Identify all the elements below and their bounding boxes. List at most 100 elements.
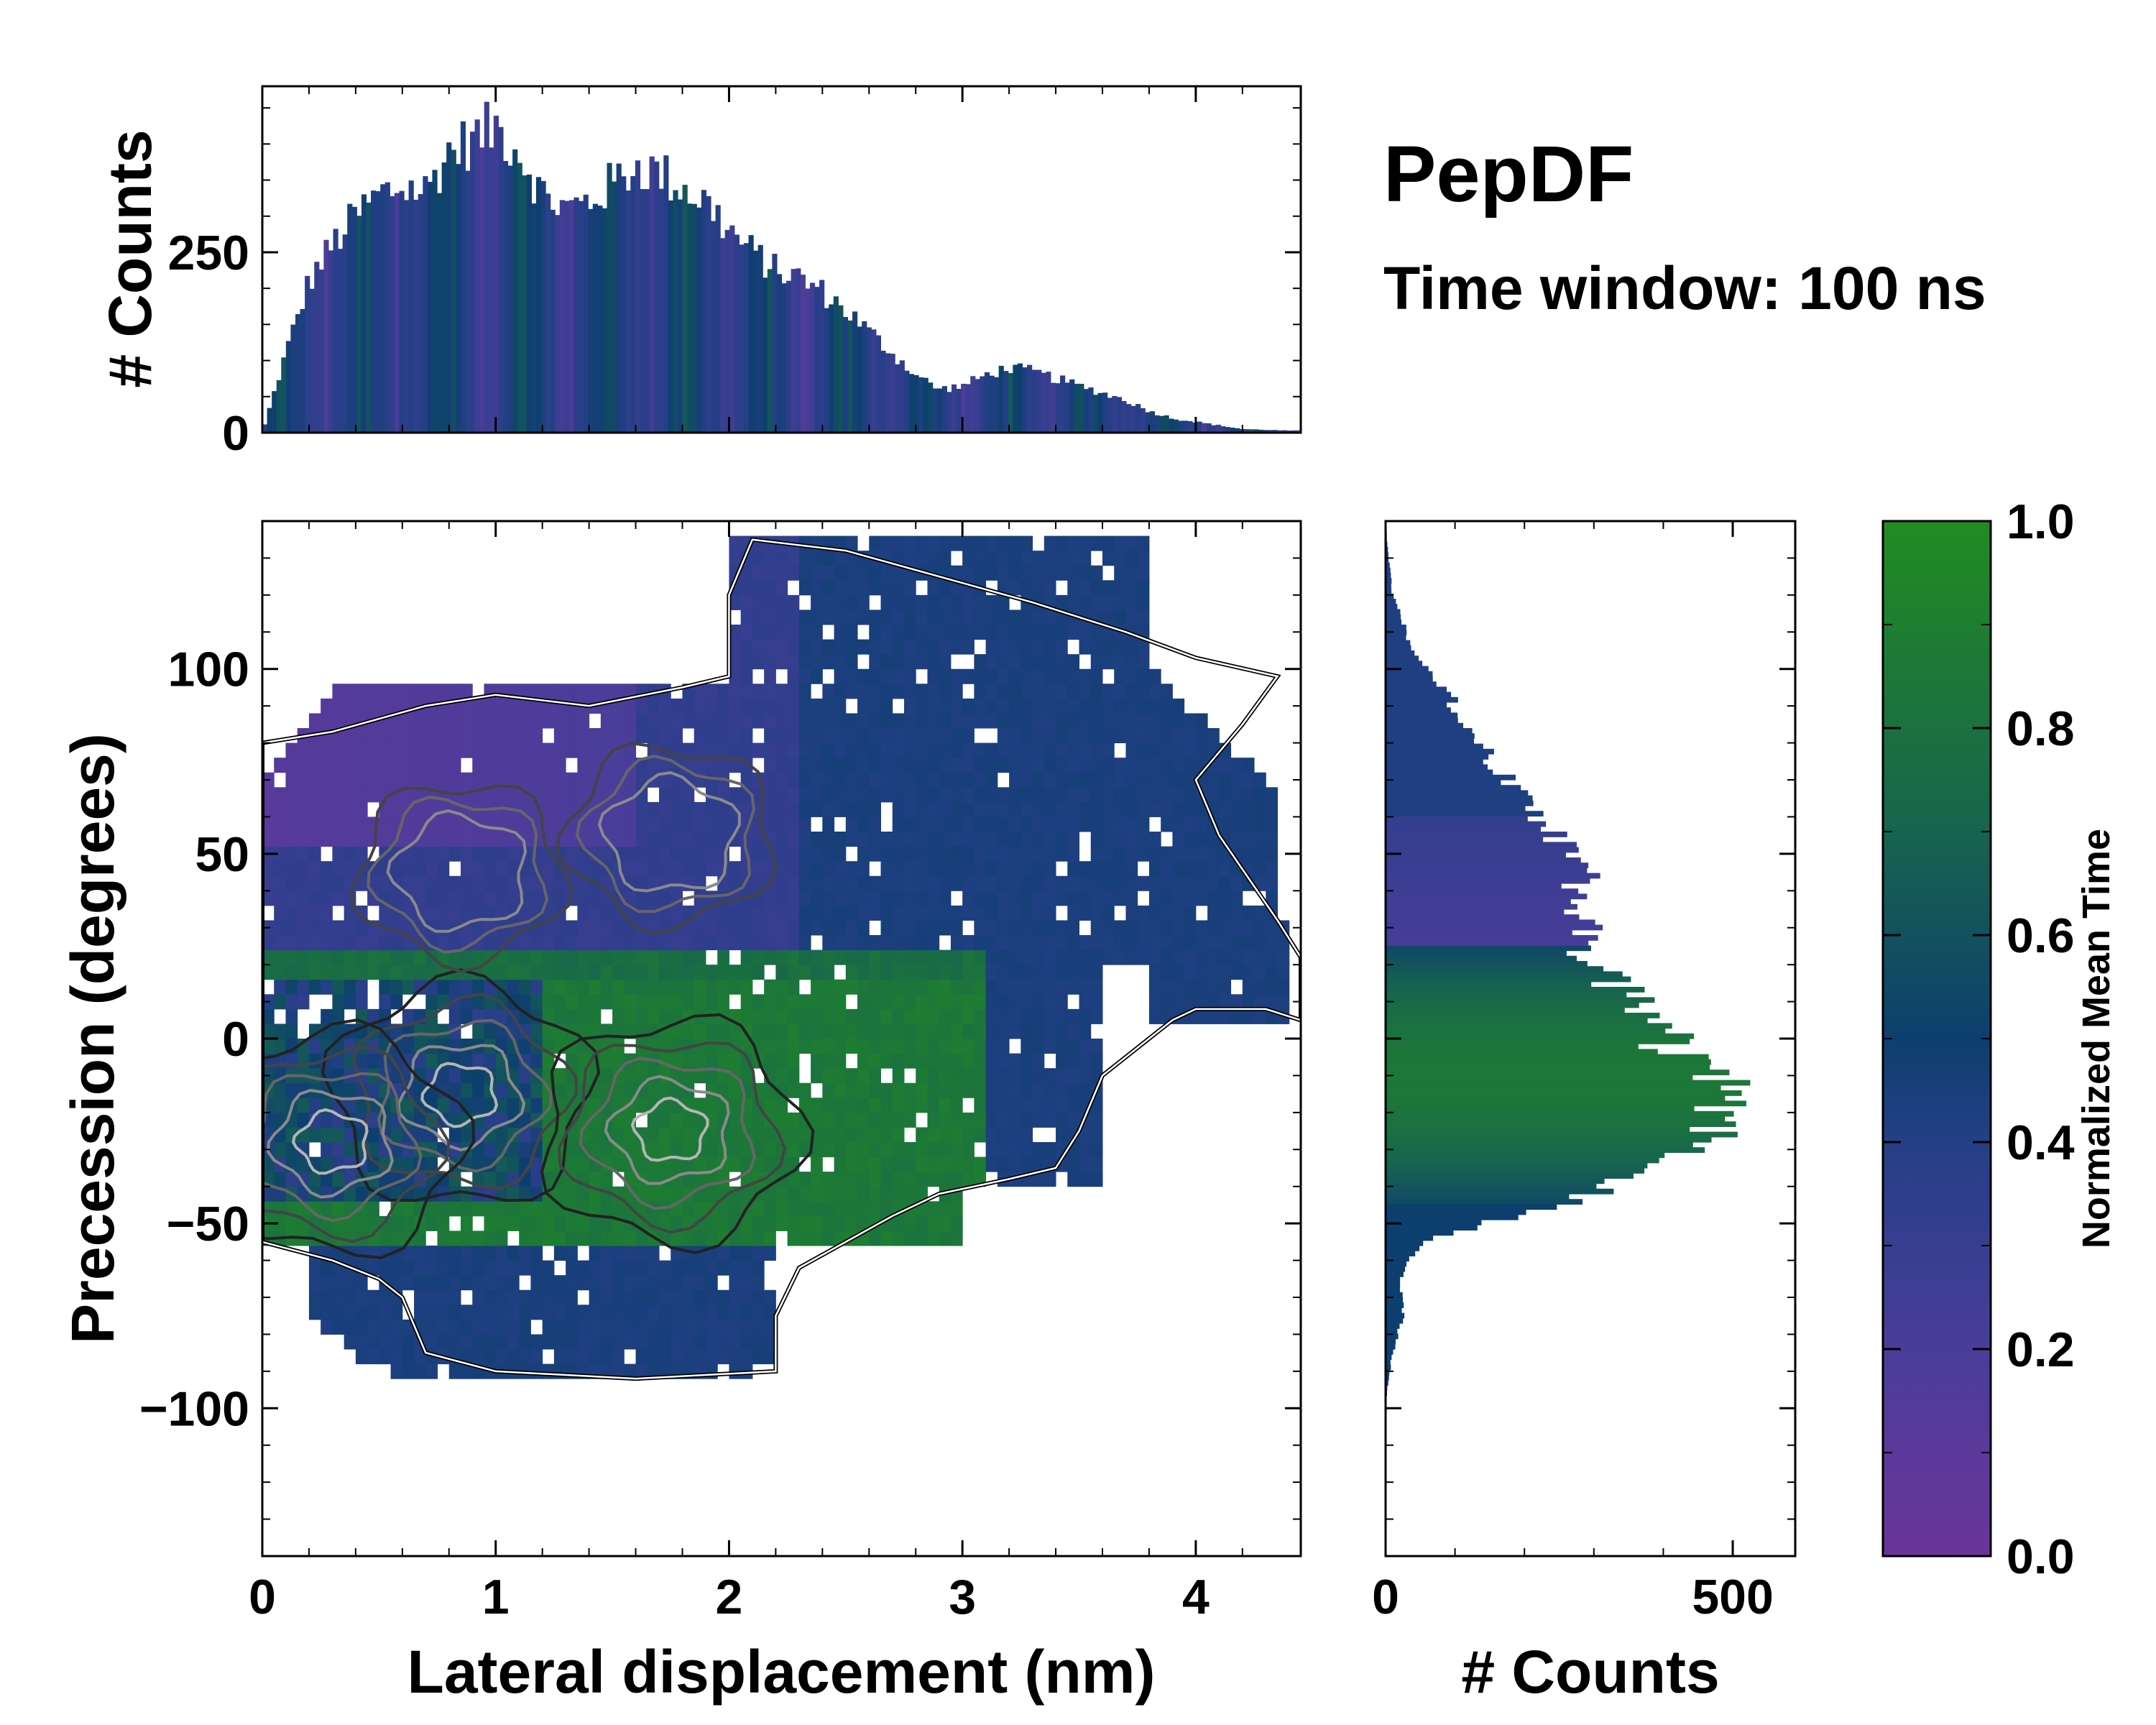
heatmap-cell (1021, 1142, 1033, 1158)
top-histogram-bar (890, 354, 895, 433)
heatmap-cell (974, 920, 987, 936)
heatmap-cell (869, 801, 882, 817)
heatmap-cell (274, 1039, 286, 1054)
top-histogram-bar (984, 372, 990, 433)
heatmap-cell (903, 580, 916, 596)
top-histogram-bar (1258, 429, 1264, 433)
heatmap-cell (1254, 801, 1266, 817)
heatmap-cell (472, 728, 484, 744)
top-histogram-bar (1187, 420, 1193, 433)
heatmap-cell (939, 1082, 952, 1098)
top-histogram-bar (1244, 429, 1250, 433)
heatmap-cell (764, 742, 776, 758)
heatmap-cell (425, 1260, 438, 1276)
heatmap-cell (425, 728, 438, 744)
heatmap-cell (682, 1305, 695, 1320)
heatmap-cell (752, 1112, 765, 1128)
heatmap-cell (1230, 1008, 1243, 1024)
heatmap-cell (1172, 979, 1185, 995)
heatmap-cell (845, 668, 858, 684)
heatmap-cell (811, 1230, 823, 1246)
heatmap-cell (705, 1230, 718, 1246)
heatmap-cell (822, 684, 835, 699)
heatmap-cell (845, 787, 858, 803)
heatmap-cell (553, 1068, 566, 1084)
heatmap-cell (903, 949, 916, 965)
heatmap-cell (530, 1024, 543, 1039)
heatmap-cell (869, 625, 882, 640)
heatmap-cell (367, 965, 379, 980)
heatmap-cell (1009, 625, 1021, 640)
heatmap-cell (764, 668, 776, 684)
heatmap-cell (577, 891, 590, 906)
heatmap-cell (729, 758, 742, 773)
heatmap-cell (1021, 610, 1033, 625)
heatmap-cell (1056, 535, 1068, 551)
heatmap-cell (1021, 920, 1033, 936)
heatmap-cell (1067, 535, 1080, 551)
right-histogram-bar (1386, 1028, 1666, 1034)
heatmap-cell (1090, 935, 1103, 951)
top-histogram-bar (763, 277, 768, 433)
heatmap-cell (647, 965, 660, 980)
heatmap-cell (962, 1142, 975, 1158)
heatmap-cell (542, 801, 555, 817)
heatmap-cell (985, 1112, 998, 1128)
heatmap-cell (694, 1172, 706, 1187)
heatmap-cell (332, 684, 345, 699)
heatmap-cell (402, 1215, 415, 1231)
heatmap-cell (705, 1053, 718, 1069)
heatmap-cell (729, 1024, 742, 1039)
heatmap-cell (775, 1039, 788, 1054)
heatmap-cell (1114, 891, 1126, 906)
heatmap-cell (1056, 1098, 1068, 1113)
heatmap-cell (822, 1112, 835, 1128)
heatmap-cell (566, 801, 578, 817)
heatmap-cell (974, 832, 987, 847)
heatmap-cell (566, 684, 578, 699)
heatmap-cell (624, 994, 637, 1010)
heatmap-cell (1090, 1172, 1103, 1187)
heatmap-cell (390, 1319, 403, 1335)
heatmap-cell (857, 1142, 870, 1158)
heatmap-cell (811, 1172, 823, 1187)
heatmap-cell (519, 742, 531, 758)
heatmap-cell (775, 580, 788, 596)
heatmap-cell (390, 758, 403, 773)
heatmap-cell (880, 1142, 893, 1158)
heatmap-cell (962, 1082, 975, 1098)
heatmap-cell (355, 1275, 368, 1291)
heatmap-cell (811, 1008, 823, 1024)
heatmap-cell (950, 639, 963, 655)
heatmap-cell (344, 772, 356, 788)
heatmap-cell (472, 875, 484, 891)
heatmap-cell (962, 891, 975, 906)
heatmap-cell (379, 728, 392, 744)
heatmap-cell (752, 949, 765, 965)
heatmap-cell (1219, 1008, 1232, 1024)
heatmap-cell (1230, 875, 1243, 891)
heatmap-cell (647, 801, 660, 817)
right-histogram-bar (1386, 1317, 1404, 1324)
heatmap-cell (822, 565, 835, 581)
heatmap-cell (1137, 949, 1150, 965)
heatmap-cell (425, 1215, 438, 1231)
right-histogram-bar (1386, 1349, 1393, 1355)
heatmap-cell (939, 787, 952, 803)
top-histogram-bar (1272, 430, 1278, 433)
right-histogram-bar (1386, 1162, 1648, 1169)
heatmap-cell (1102, 891, 1115, 906)
heatmap-cell (903, 698, 916, 714)
right-histogram-bar (1386, 1214, 1519, 1220)
heatmap-cell (542, 742, 555, 758)
heatmap-cell (939, 816, 952, 832)
heatmap-cell (845, 742, 858, 758)
heatmap-cell (787, 1053, 800, 1069)
heatmap-cell (740, 1230, 753, 1246)
heatmap-cell (939, 535, 952, 551)
heatmap-cell (740, 684, 753, 699)
heatmap-cell (1195, 728, 1208, 744)
heatmap-cell (880, 565, 893, 581)
heatmap-cell (811, 654, 823, 670)
